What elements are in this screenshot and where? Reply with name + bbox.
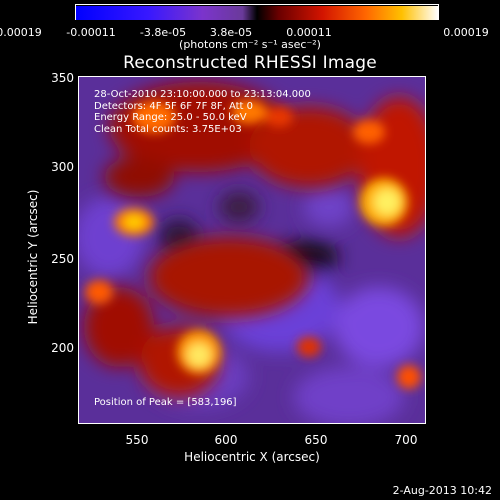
x-tick-label: 700 xyxy=(394,433,418,447)
colorbar xyxy=(75,4,439,20)
colorbar-tick-label: -3.8e-05 xyxy=(139,26,187,39)
info-line: Energy Range: 25.0 - 50.0 keV xyxy=(94,112,247,123)
colorbar-gradient xyxy=(76,6,438,20)
x-tick-label: 550 xyxy=(125,433,149,447)
heatmap-image xyxy=(79,77,425,423)
colorbar-tick-label: 0.00019 xyxy=(443,26,489,39)
info-line: 28-Oct-2010 23:10:00.000 to 23:13:04.000 xyxy=(94,89,311,100)
colorbar-tick-label: -0.00019 xyxy=(0,26,42,39)
info-line: Detectors: 4F 5F 6F 7F 8F, Att 0 xyxy=(94,100,254,112)
heatmap-bright-sources xyxy=(85,100,421,389)
image-plot-area: 28-Oct-2010 23:10:00.000 to 23:13:04.000… xyxy=(78,76,426,424)
x-axis-label: Heliocentric X (arcsec) xyxy=(184,450,320,464)
y-tick-label: 350 xyxy=(51,71,74,85)
info-line: Clean Total counts: 3.75E+03 xyxy=(94,123,242,135)
chart-title: Reconstructed RHESSI Image xyxy=(123,53,377,73)
colorbar-tick-label: 0.00011 xyxy=(286,26,332,39)
colorbar-units: (photons cm⁻² s⁻¹ asec⁻²) xyxy=(179,38,321,51)
colorbar-tick-label: 3.8e-05 xyxy=(209,26,253,39)
y-tick-label: 200 xyxy=(51,341,74,355)
y-tick-label: 300 xyxy=(51,160,74,174)
y-axis-label: Heliocentric Y (arcsec) xyxy=(26,189,40,325)
generation-date: 2-Aug-2013 10:42 xyxy=(392,484,492,497)
peak-position-label: Position of Peak = [583,196] xyxy=(94,397,237,408)
observation-info: 28-Oct-2010 23:10:00.000 to 23:13:04.000… xyxy=(94,89,311,135)
x-tick-label: 650 xyxy=(304,433,328,447)
y-tick-label: 250 xyxy=(51,252,74,266)
y-axis-tick-labels: 200 250 300 350 xyxy=(0,0,74,500)
colorbar-tick-label: -0.00011 xyxy=(66,26,116,39)
x-tick-label: 600 xyxy=(214,433,238,447)
